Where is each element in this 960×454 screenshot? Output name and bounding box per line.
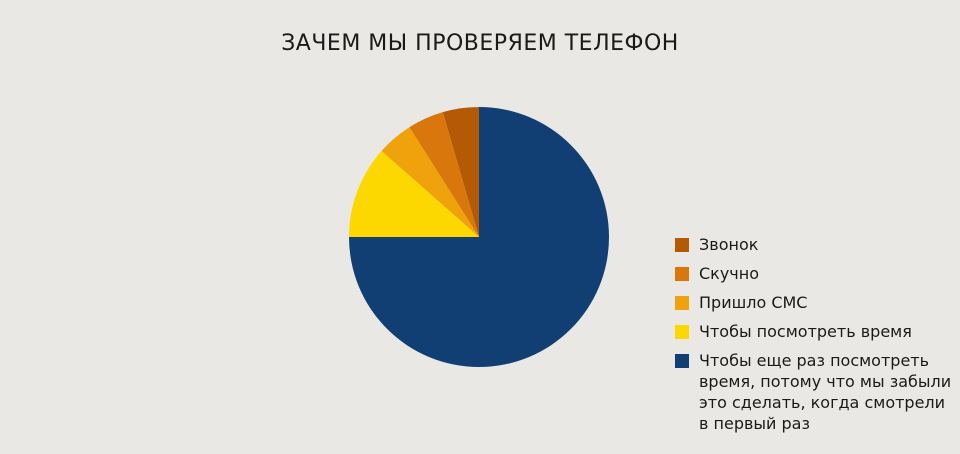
pie-slice	[409, 112, 479, 237]
legend-item: Пришло СМС	[672, 292, 952, 313]
chart-title: ЗАЧЕМ МЫ ПРОВЕРЯЕМ ТЕЛЕФОН	[281, 31, 679, 56]
legend-swatch	[675, 238, 689, 252]
legend-swatch	[675, 325, 689, 339]
legend-swatch	[675, 296, 689, 310]
legend-item: Звонок	[672, 234, 952, 255]
legend-item: Чтобы еще раз посмотреть время, потому ч…	[672, 350, 952, 434]
legend-swatch	[675, 267, 689, 281]
pie-slice	[442, 107, 479, 237]
pie-slice	[349, 107, 609, 367]
legend-label: Звонок	[699, 235, 759, 254]
legend-item: Скучно	[672, 263, 952, 284]
legend: Звонок Скучно Пришло СМС Чтобы посмотреть в…	[672, 234, 952, 442]
legend-label: Чтобы посмотреть время	[699, 322, 912, 341]
legend-label: Скучно	[699, 264, 760, 283]
legend-label: Чтобы еще раз посмотреть время, потому ч…	[699, 351, 952, 433]
legend-label: Пришло СМС	[699, 293, 808, 312]
pie-slice	[381, 127, 479, 237]
pie-slice	[349, 151, 479, 237]
legend-swatch	[675, 354, 689, 368]
legend-item: Чтобы посмотреть время	[672, 321, 952, 342]
